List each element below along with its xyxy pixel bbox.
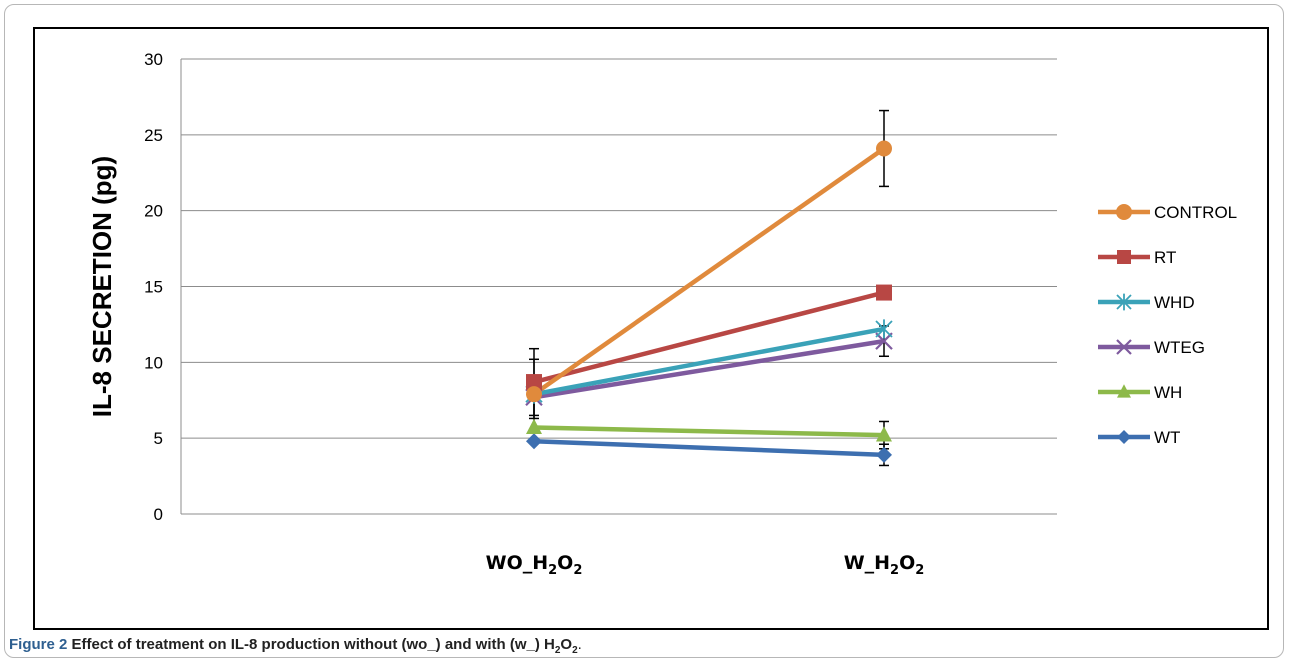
y-tick-label-0: 0 [154,505,163,524]
y-tick-label-10: 10 [144,353,163,372]
point-wt-2 [876,446,892,463]
caption-period: . [577,636,582,653]
figure-panel: 0 5 10 15 20 25 30 IL-8 SECRETION (pg) WO_H2O2 W_… [4,4,1284,658]
point-wh-2 [876,426,892,442]
series-line-wteg [533,338,885,400]
y-axis-title: IL-8 SECRETION (pg) [87,156,117,417]
caption-text: Effect of treatment on IL-8 production w… [71,636,578,656]
point-rt-2 [876,284,892,301]
chart-frame: 0 5 10 15 20 25 30 IL-8 SECRETION (pg) WO_H2O2 W_… [33,27,1269,630]
y-tick-label-5: 5 [154,429,163,448]
legend-marker-control [1116,204,1132,220]
legend-label-control: CONTROL [1154,203,1237,222]
y-tick-label-25: 25 [144,126,163,145]
legend-marker-whd [1116,293,1132,311]
point-rt-1 [526,374,542,391]
x-tick-label-1: WO_H2O2 [486,552,583,578]
y-tick-label-30: 30 [144,50,163,69]
series-line-control [532,146,886,397]
series-line-wh [533,425,885,438]
point-control-2 [876,140,892,157]
x-tick-label-2: W_H2O2 [844,552,925,578]
point-wh-1 [526,418,542,434]
y-tick-label-20: 20 [144,202,163,221]
legend-marker-rt [1117,250,1131,264]
point-wteg-2 [875,332,893,350]
y-tick-label-15: 15 [144,278,163,297]
legend-label-whd: WHD [1154,293,1195,312]
legend-label-wteg: WTEG [1154,338,1205,357]
legend-marker-wt [1117,430,1131,444]
legend-marker-wh [1117,384,1131,398]
legend-label-wh: WH [1154,383,1182,402]
series-line-whd [533,326,885,397]
line-chart: 0 5 10 15 20 25 30 IL-8 SECRETION (pg) WO_H2O2 W_… [87,50,1237,578]
figure-caption: Figure 2 Effect of treatment on IL-8 pro… [9,636,582,656]
point-control-1 [526,386,542,403]
legend-marker-wteg [1116,339,1132,355]
legend-label-wt: WT [1154,428,1180,447]
point-wt-1 [526,433,542,450]
caption-label: Figure 2 [9,636,68,653]
point-whd-2 [875,319,893,339]
legend-label-rt: RT [1154,248,1176,267]
series-line-rt [533,290,885,385]
series-line-wt [533,438,885,458]
